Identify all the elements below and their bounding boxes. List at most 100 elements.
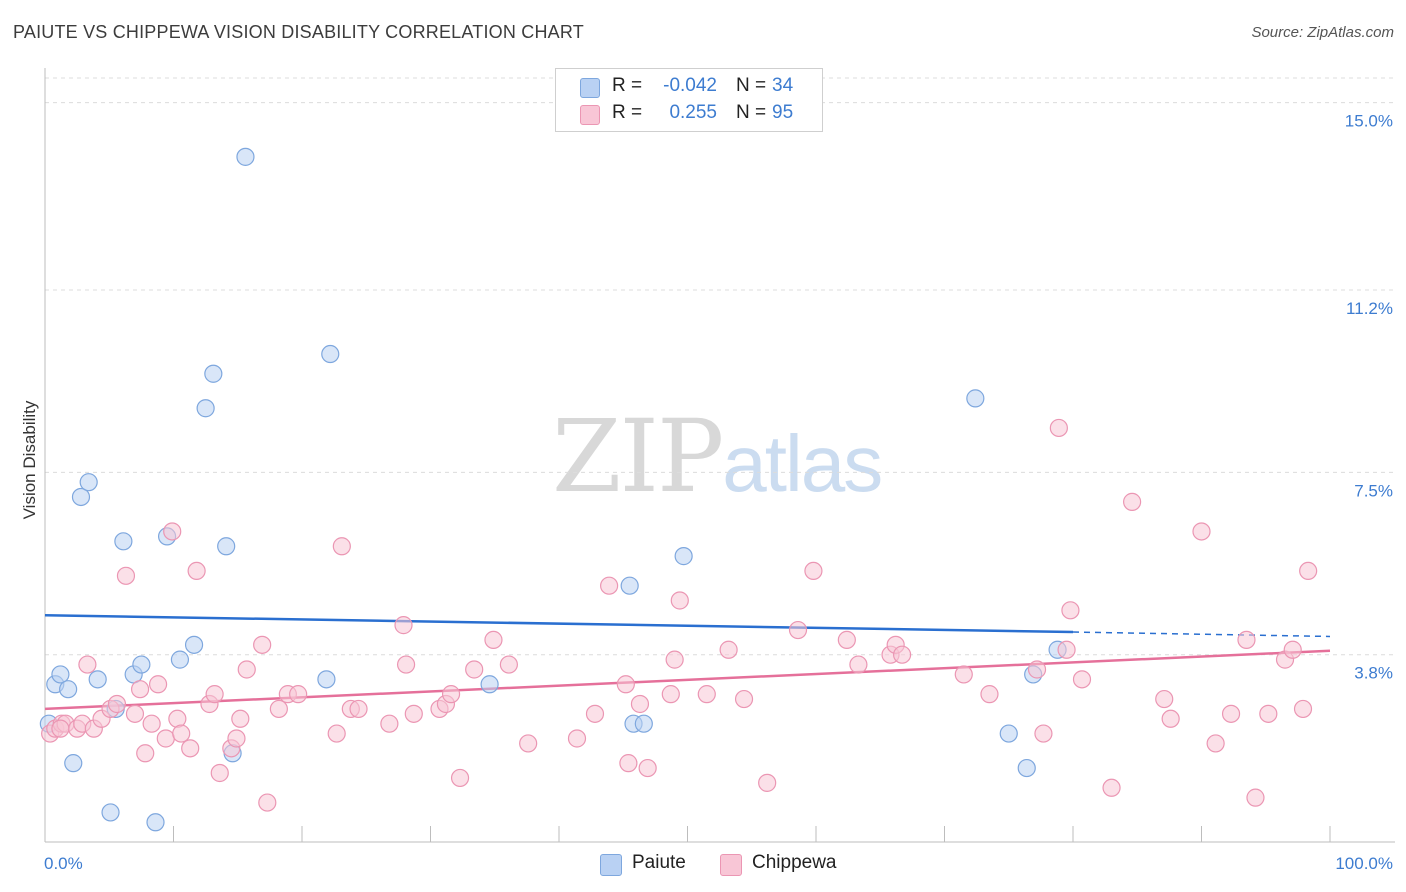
chart-title: PAIUTE VS CHIPPEWA VISION DISABILITY COR… <box>13 22 584 42</box>
chippewa-point <box>1027 660 1047 679</box>
legend-r-value: 0.255 <box>669 102 717 123</box>
chippewa-point <box>630 694 650 714</box>
correlation-legend: R = -0.042 N = 34 R = 0.255 N = 95 <box>555 68 823 132</box>
chippewa-point <box>187 561 206 581</box>
chippewa-point <box>980 685 999 704</box>
paiute-point <box>184 635 204 654</box>
y-tick-label: 11.2% <box>1346 299 1393 318</box>
paiute-point <box>88 670 107 689</box>
chippewa-point <box>1259 704 1278 723</box>
x-tick-label: 100.0% <box>1335 854 1393 873</box>
chippewa-point <box>1061 601 1080 620</box>
chippewa-point <box>210 763 229 783</box>
paiute-point <box>59 680 78 699</box>
chippewa-point <box>1072 670 1092 689</box>
chippewa-point <box>661 685 680 704</box>
chippewa-point <box>107 694 127 714</box>
paiute-point <box>674 547 693 566</box>
chippewa-point <box>148 675 168 694</box>
chippewa-point <box>1057 640 1076 659</box>
chippewa-point <box>670 591 689 610</box>
chippewa-point <box>253 635 272 654</box>
legend-r-key: R = <box>612 102 643 123</box>
chippewa-point <box>1283 640 1302 659</box>
chippewa-swatch <box>720 854 742 876</box>
watermark-atlas: atlas <box>722 419 883 508</box>
chippewa-point <box>1237 630 1256 650</box>
paiute-point <box>79 473 98 492</box>
chippewa-point <box>1123 492 1142 511</box>
watermark-zip: ZIP <box>552 398 724 515</box>
chippewa-point <box>125 704 145 723</box>
watermark: ZIPatlas <box>552 398 883 515</box>
chippewa-point <box>954 665 973 684</box>
chippewa-point <box>804 561 823 581</box>
x-tick-label: 0.0% <box>44 854 83 873</box>
chippewa-point <box>484 630 503 650</box>
source-label: Source: ZipAtlas.com <box>1251 24 1394 41</box>
chippewa-point <box>237 660 256 679</box>
legend-n-key: N = <box>736 102 767 123</box>
chippewa-point <box>758 773 777 792</box>
chippewa-point <box>332 537 351 556</box>
chippewa-point <box>394 616 413 635</box>
chippewa-point <box>289 685 308 704</box>
chippewa-point <box>734 689 754 709</box>
paiute-point <box>64 754 83 773</box>
chippewa-point <box>156 729 175 748</box>
chippewa-point <box>665 650 684 669</box>
y-tick-label: 15.0% <box>1345 112 1393 131</box>
chippewa-trend-line <box>44 649 1331 711</box>
y-tick-label: 3.8% <box>1354 664 1393 683</box>
chippewa-point <box>327 724 346 743</box>
paiute-point <box>1017 758 1036 778</box>
chippewa-point <box>136 744 155 763</box>
paiute-point <box>634 714 653 733</box>
chippewa-point <box>1221 704 1241 723</box>
chippewa-point <box>1034 724 1053 743</box>
paiute-point <box>620 576 639 595</box>
chippewa-point <box>1102 778 1121 797</box>
paiute-point <box>321 344 340 364</box>
chippewa-point <box>719 640 738 659</box>
paiute-point <box>101 803 120 822</box>
chippewa-point <box>227 729 246 748</box>
chippewa-point <box>142 714 161 733</box>
chippewa-point <box>396 655 416 674</box>
paiute-trend-extension <box>1072 631 1331 638</box>
paiute-swatch <box>580 78 600 98</box>
chippewa-point <box>404 704 423 723</box>
legend-label: Chippewa <box>752 852 837 873</box>
chippewa-point <box>600 576 619 595</box>
trend-lines <box>44 614 1331 711</box>
paiute-point <box>236 147 255 166</box>
chippewa-point <box>1299 561 1318 581</box>
y-axis-label: Vision Disability <box>20 400 39 519</box>
legend-n-value: 34 <box>772 75 794 96</box>
chippewa-point <box>1246 788 1265 807</box>
paiute-point <box>71 487 91 507</box>
paiute-trend-line <box>44 614 1074 634</box>
chippewa-point <box>130 680 150 699</box>
chippewa-point <box>519 734 538 753</box>
chippewa-point <box>1161 709 1180 728</box>
chippewa-point <box>181 739 200 758</box>
chippewa-point <box>78 655 97 674</box>
chippewa-point <box>638 758 657 778</box>
paiute-point <box>51 665 70 684</box>
chippewa-swatch <box>580 105 600 125</box>
chippewa-point <box>788 620 808 640</box>
chippewa-point <box>619 754 638 773</box>
legend-n-key: N = <box>736 75 767 96</box>
chippewa-point <box>892 645 912 664</box>
chippewa-point <box>258 793 277 812</box>
chippewa-point <box>837 630 856 650</box>
paiute-point <box>317 670 336 689</box>
paiute-point <box>170 650 190 669</box>
paiute-point <box>146 813 165 832</box>
chippewa-point <box>465 660 484 679</box>
chippewa-point <box>1293 699 1313 719</box>
paiute-point <box>217 537 236 556</box>
chippewa-point <box>380 714 399 733</box>
